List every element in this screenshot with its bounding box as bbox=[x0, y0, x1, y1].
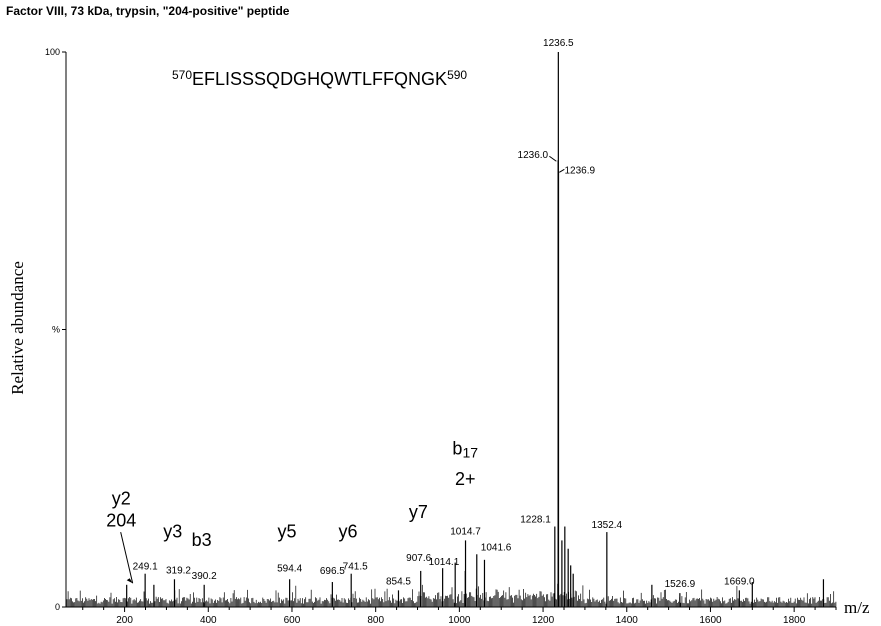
y-tick-label: 100 bbox=[45, 47, 60, 57]
y-tick-label: 0 bbox=[55, 602, 60, 612]
peak-label: 1236.0 bbox=[518, 150, 549, 161]
peak-label: 1228.1 bbox=[520, 515, 551, 526]
ion-annotation: b3 bbox=[192, 530, 212, 550]
ion-annotation: y6 bbox=[339, 522, 358, 542]
peak-label: 1014.1 bbox=[429, 557, 460, 568]
peak-label: 1041.6 bbox=[481, 542, 512, 553]
x-tick-label: 1000 bbox=[448, 615, 471, 626]
peptide-sequence: 570EFLISSSQDGHQWTLFFQNGK590 bbox=[172, 68, 467, 89]
ion-annotation: y3 bbox=[163, 522, 182, 542]
peak-label: 1352.4 bbox=[592, 520, 623, 531]
baseline-noise bbox=[66, 583, 837, 607]
peak-label: 854.5 bbox=[386, 576, 411, 587]
peaks bbox=[126, 52, 825, 607]
peak-label: 696.5 bbox=[320, 566, 345, 577]
y-tick-label: % bbox=[52, 325, 60, 335]
x-axis-label: m/z bbox=[844, 598, 870, 617]
peak-label: 907.6 bbox=[406, 553, 431, 564]
x-tick-label: 1800 bbox=[783, 615, 806, 626]
label-leader bbox=[559, 168, 565, 173]
peak-label: 249.1 bbox=[133, 562, 158, 573]
peak-label: 390.2 bbox=[192, 571, 217, 582]
sequence-start: 570 bbox=[172, 68, 192, 82]
arrow-head bbox=[126, 578, 133, 584]
x-tick-label: 800 bbox=[367, 615, 384, 626]
peak-label: 1236.5 bbox=[543, 38, 574, 49]
x-tick-label: 600 bbox=[284, 615, 301, 626]
sequence-end: 590 bbox=[447, 68, 467, 82]
ion-annotation: 2+ bbox=[455, 469, 476, 489]
peak-label: 1014.7 bbox=[450, 526, 481, 537]
ion-annotation: y2 bbox=[112, 488, 131, 508]
ion-annotation: y5 bbox=[277, 522, 296, 542]
x-tick-label: 1200 bbox=[532, 615, 555, 626]
annotations: 1236.5 1236.0 1236.9 1228.1 1352.4 1014.71041… bbox=[106, 38, 755, 590]
x-tick-label: 200 bbox=[116, 615, 133, 626]
peak-label: 741.5 bbox=[343, 562, 368, 573]
ion-annotation: y7 bbox=[409, 502, 428, 522]
peak-label: 319.2 bbox=[166, 565, 191, 576]
noise-trace bbox=[66, 583, 837, 607]
ion-annotation: b17 bbox=[452, 438, 478, 460]
peak-label: 1526.9 bbox=[665, 579, 696, 590]
chart-title: Factor VIII, 73 kDa, trypsin, "204-posit… bbox=[6, 4, 290, 18]
x-tick-label: 400 bbox=[200, 615, 217, 626]
peak-label: 594.4 bbox=[277, 563, 302, 574]
label-leader bbox=[549, 155, 557, 162]
annotation-arrow bbox=[120, 531, 134, 584]
sequence-residues: EFLISSSQDGHQWTLFFQNGK bbox=[192, 69, 447, 89]
x-tick-label: 1600 bbox=[699, 615, 722, 626]
peak-label: 1669.0 bbox=[724, 576, 755, 587]
ion-annotation: 204 bbox=[106, 511, 136, 531]
x-tick-label: 1400 bbox=[616, 615, 639, 626]
peak-label: 1236.9 bbox=[565, 165, 596, 176]
